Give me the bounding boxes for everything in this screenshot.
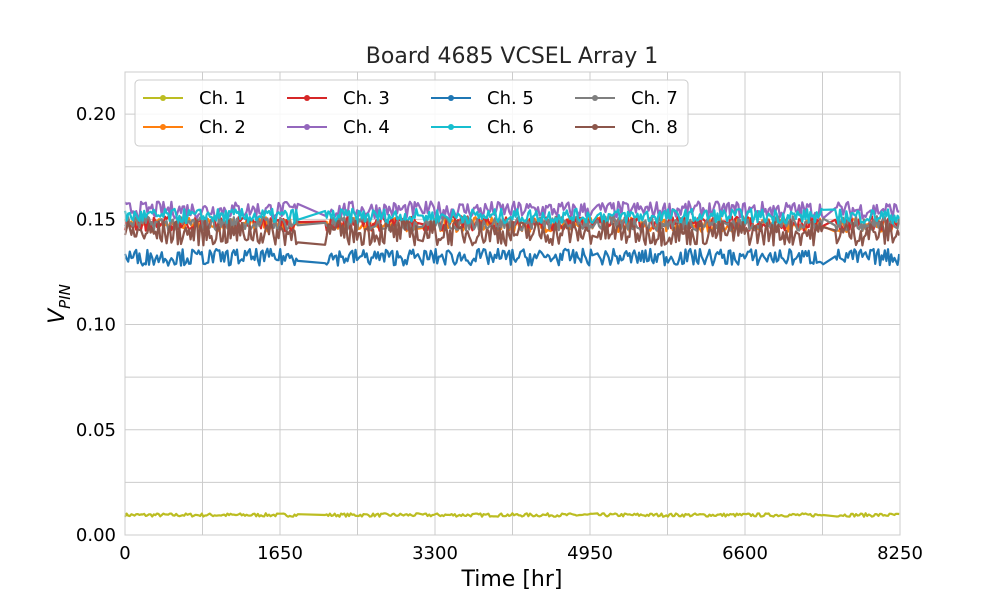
legend-marker: [592, 95, 598, 101]
x-tick-label: 3300: [412, 543, 458, 564]
legend-marker: [592, 124, 598, 130]
legend-marker: [160, 95, 166, 101]
y-tick-label: 0.15: [76, 209, 116, 230]
legend-marker: [304, 124, 310, 130]
legend-marker: [448, 124, 454, 130]
series-layer: [123, 200, 901, 518]
legend-label: Ch. 5: [487, 88, 534, 109]
legend-label: Ch. 6: [487, 117, 534, 138]
x-tick-label: 1650: [257, 543, 303, 564]
y-axis-label: VPIN: [45, 284, 74, 324]
legend-label: Ch. 2: [199, 117, 246, 138]
x-axis-label: Time [hr]: [461, 567, 563, 592]
x-tick-label: 6600: [722, 543, 768, 564]
legend-box: [134, 79, 689, 147]
series-line: [123, 207, 901, 225]
x-tick-label: 4950: [567, 543, 613, 564]
legend-label: Ch. 4: [343, 117, 390, 138]
legend-label: Ch. 1: [199, 88, 246, 109]
legend-marker: [448, 95, 454, 101]
tick-labels: 0 1650 3300 4950 6600 8250 0.00 0.05 0.10 0.15 0.2…: [76, 104, 923, 564]
series-line: [124, 512, 900, 518]
y-axis-label-subscript: PIN: [56, 284, 74, 309]
legend-marker: [304, 95, 310, 101]
series-line: [123, 219, 901, 247]
y-axis-label-main: V: [45, 307, 70, 324]
legend-label: Ch. 8: [631, 117, 678, 138]
plot-frame: [124, 71, 901, 536]
legend-marker: [160, 124, 166, 130]
y-tick-label: 0.05: [76, 420, 116, 441]
y-tick-label: 0.00: [76, 525, 116, 546]
x-tick-label: 8250: [877, 543, 923, 564]
chart-title: Board 4685 VCSEL Array 1: [366, 44, 658, 69]
x-tick-label: 0: [119, 543, 130, 564]
legend: Ch. 1 Ch. 2 Ch. 3 Ch. 4 Ch. 5 Ch. 6 Ch. 7 Ch. 8: [134, 79, 689, 147]
legend-label: Ch. 3: [343, 88, 390, 109]
series-line: [123, 247, 901, 267]
legend-label: Ch. 7: [631, 88, 678, 109]
y-tick-label: 0.20: [76, 104, 116, 125]
y-tick-label: 0.10: [76, 315, 116, 336]
